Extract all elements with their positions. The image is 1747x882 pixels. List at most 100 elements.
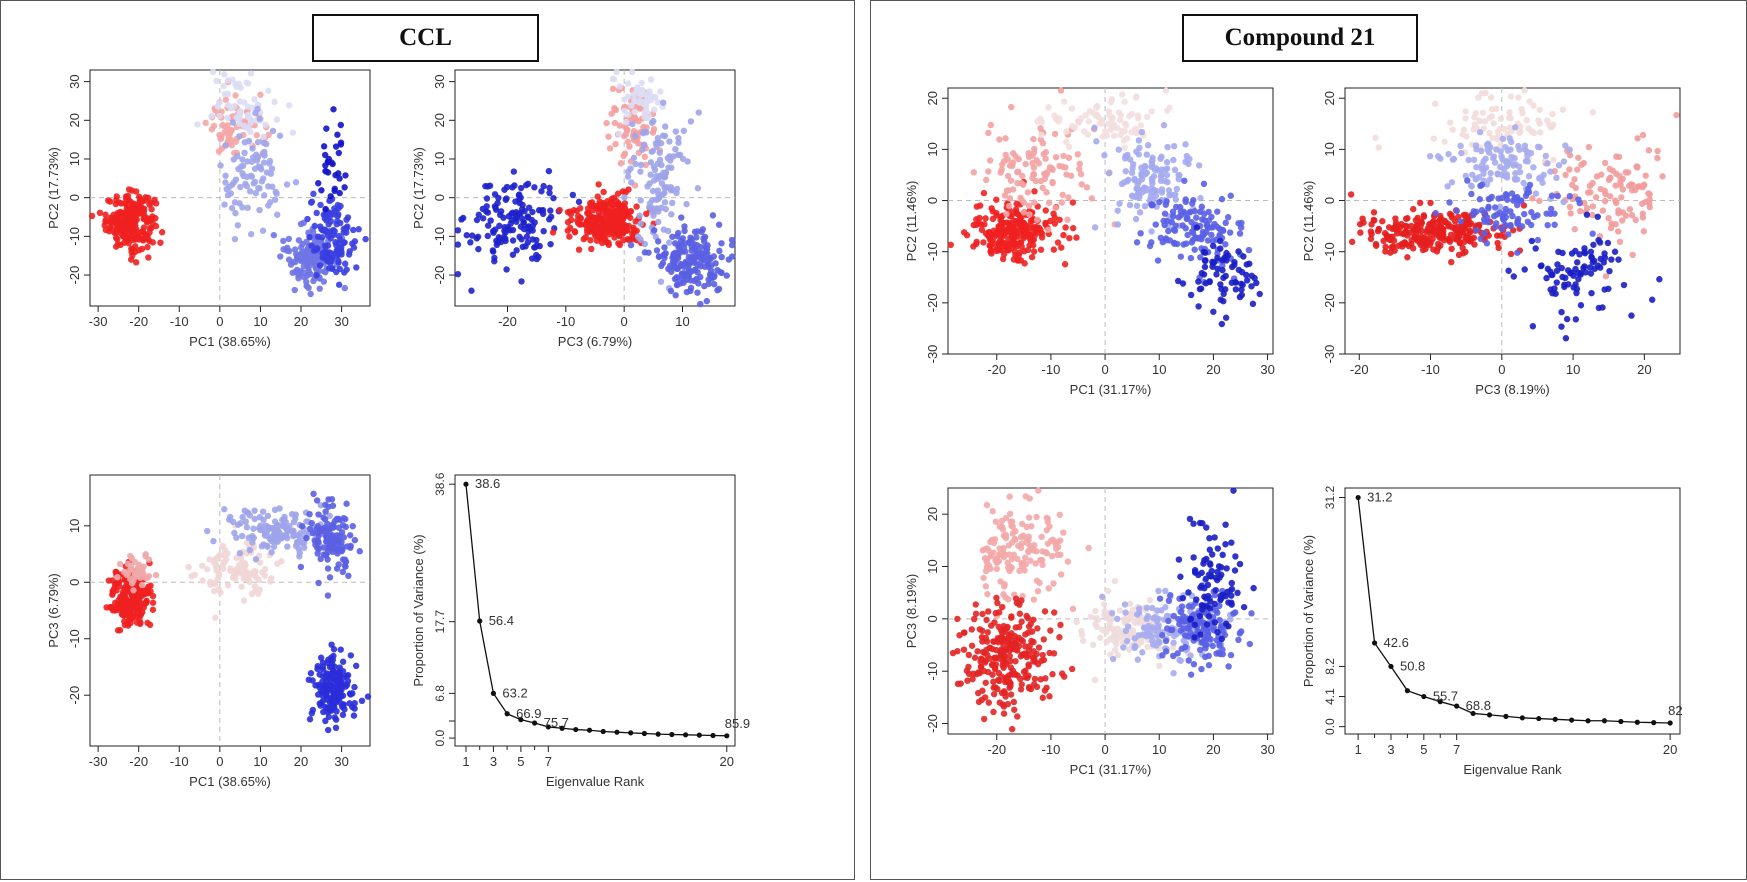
data-point — [1108, 625, 1116, 632]
data-point — [1025, 514, 1033, 521]
data-point — [1226, 229, 1234, 236]
data-point — [1165, 227, 1172, 235]
data-point — [1126, 156, 1134, 163]
data-point — [1532, 190, 1540, 197]
data-point — [651, 227, 658, 234]
data-point — [1162, 237, 1170, 244]
data-point — [140, 563, 147, 570]
data-point — [339, 658, 347, 665]
data-point — [622, 118, 630, 126]
data-point — [1033, 216, 1041, 224]
data-point — [303, 247, 310, 255]
data-point — [1380, 237, 1387, 245]
data-point — [297, 563, 305, 571]
data-point — [288, 510, 296, 518]
data-point — [335, 211, 342, 218]
data-point — [255, 590, 262, 597]
data-point — [1487, 94, 1495, 101]
data-point — [1544, 221, 1551, 229]
data-point — [339, 568, 347, 576]
data-point — [308, 198, 316, 205]
data-point — [1205, 662, 1213, 669]
data-point — [467, 239, 474, 246]
data-point — [1551, 285, 1558, 292]
data-point — [1045, 585, 1052, 592]
data-point — [595, 181, 602, 188]
data-point — [327, 234, 334, 242]
data-point — [1654, 154, 1661, 162]
data-point — [1507, 93, 1515, 100]
data-point — [1404, 254, 1411, 261]
data-point — [260, 133, 267, 141]
data-point — [643, 108, 651, 116]
data-point — [287, 261, 295, 268]
data-point — [1479, 109, 1487, 116]
data-point — [1505, 267, 1512, 274]
data-point — [673, 189, 680, 197]
data-point — [1078, 631, 1086, 638]
data-point — [1023, 523, 1030, 531]
data-point — [616, 122, 623, 129]
data-point — [1476, 196, 1484, 203]
data-point — [1543, 274, 1550, 282]
data-point — [1201, 257, 1209, 264]
data-point — [1611, 248, 1619, 255]
data-point — [347, 542, 354, 550]
data-point — [994, 245, 1002, 252]
data-point — [1014, 647, 1021, 654]
data-point — [588, 245, 595, 253]
data-point — [1043, 189, 1050, 196]
data-point — [358, 697, 366, 705]
x-tick-label: 20 — [1206, 362, 1220, 377]
data-point — [1514, 220, 1522, 228]
data-point — [1134, 112, 1142, 119]
x-tick-label: -20 — [1350, 362, 1369, 377]
data-point — [651, 177, 658, 184]
data-point — [1199, 216, 1206, 223]
data-point — [1574, 259, 1581, 266]
data-point — [1025, 536, 1032, 544]
data-point — [1006, 493, 1013, 500]
data-point — [1099, 593, 1106, 601]
data-point — [1170, 156, 1177, 164]
data-point — [1589, 203, 1597, 210]
data-point — [331, 714, 339, 721]
x-tick-label: -10 — [1421, 362, 1440, 377]
data-point — [1534, 236, 1542, 244]
data-point — [1035, 644, 1043, 651]
data-point — [690, 254, 698, 261]
data-point — [119, 594, 126, 602]
y-tick-label: -20 — [925, 293, 940, 312]
data-point — [135, 193, 143, 200]
data-point — [1566, 203, 1574, 211]
data-point — [1018, 520, 1026, 528]
data-point — [1471, 114, 1478, 121]
data-point — [1010, 551, 1017, 558]
data-point — [1058, 244, 1065, 251]
data-point — [1022, 631, 1029, 638]
data-point — [1530, 164, 1537, 171]
data-point — [1156, 198, 1163, 206]
x-tick-label: 20 — [1637, 362, 1651, 377]
data-point — [1236, 630, 1244, 637]
data-point — [253, 157, 261, 164]
data-point — [257, 91, 264, 98]
y-tick-label: -10 — [432, 227, 447, 246]
data-point — [1114, 615, 1121, 623]
data-point — [1528, 128, 1535, 135]
data-point — [251, 178, 259, 186]
data-point — [1468, 190, 1475, 198]
data-point — [144, 619, 151, 627]
data-point — [620, 228, 627, 236]
data-point — [647, 76, 655, 83]
data-point — [1004, 172, 1012, 180]
data-point — [1571, 176, 1578, 183]
data-point — [1414, 237, 1421, 244]
data-point — [343, 216, 350, 223]
data-point — [334, 257, 342, 264]
light-red-cluster — [970, 87, 1118, 233]
data-point — [987, 538, 994, 546]
data-point — [993, 646, 1000, 654]
data-point — [1225, 663, 1232, 670]
